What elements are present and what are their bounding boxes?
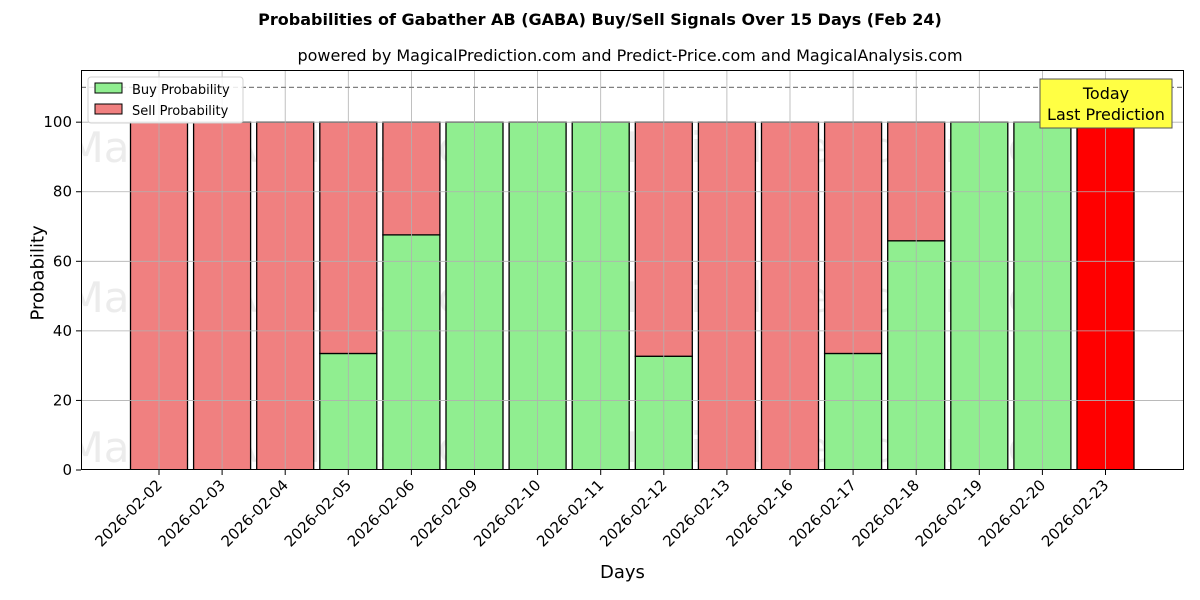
x-tick-label: 2026-02-16: [722, 476, 796, 550]
x-tick-label: 2026-02-06: [344, 476, 418, 550]
y-axis-label: Probability: [27, 225, 49, 321]
x-tick-label: 2026-02-04: [218, 476, 292, 550]
y-tick-label: 20: [53, 391, 72, 409]
x-tick-label: 2026-02-13: [659, 476, 733, 550]
x-tick-label: 2026-02-03: [155, 476, 229, 550]
x-tick-label: 2026-02-12: [596, 476, 670, 550]
legend-sell-label: Sell Probability: [132, 104, 229, 119]
plot-area: MagicalAnalysis.comMagicalPrediction.com…: [68, 70, 1184, 472]
x-tick-label: 2026-02-02: [91, 476, 165, 550]
x-tick-label: 2026-02-18: [849, 476, 923, 550]
y-tick-label: 60: [53, 252, 72, 270]
y-tick-label: 0: [62, 461, 72, 479]
x-tick-label: 2026-02-20: [975, 476, 1049, 550]
legend: Buy Probability Sell Probability: [87, 76, 244, 124]
svg-text:Today: Today: [1082, 84, 1129, 103]
chart-title: Probabilities of Gabather AB (GABA) Buy/…: [258, 10, 942, 29]
x-tick-label: 2026-02-17: [786, 476, 860, 550]
x-tick-label: 2026-02-19: [912, 476, 986, 550]
chart-subtitle: powered by MagicalPrediction.com and Pre…: [297, 46, 963, 65]
legend-buy-label: Buy Probability: [132, 83, 230, 98]
y-tick-label: 80: [53, 183, 72, 201]
y-tick-label: 100: [43, 113, 72, 131]
x-tick-label: 2026-02-09: [407, 476, 481, 550]
svg-text:Last Prediction: Last Prediction: [1047, 105, 1165, 124]
x-tick-label: 2026-02-05: [281, 476, 355, 550]
plot-frame: [81, 70, 1184, 470]
x-tick-label: 2026-02-10: [470, 476, 544, 550]
x-axis-label: Days: [600, 562, 645, 583]
y-tick-label: 40: [53, 322, 72, 340]
x-tick-label: 2026-02-23: [1038, 476, 1112, 550]
today-annotation: Today Last Prediction: [1039, 78, 1173, 129]
legend-buy-swatch: [94, 82, 123, 94]
x-tick-label: 2026-02-11: [533, 476, 607, 550]
bar-chart: MagicalAnalysis.comMagicalPrediction.com…: [68, 70, 1184, 472]
legend-sell-swatch: [94, 103, 123, 115]
